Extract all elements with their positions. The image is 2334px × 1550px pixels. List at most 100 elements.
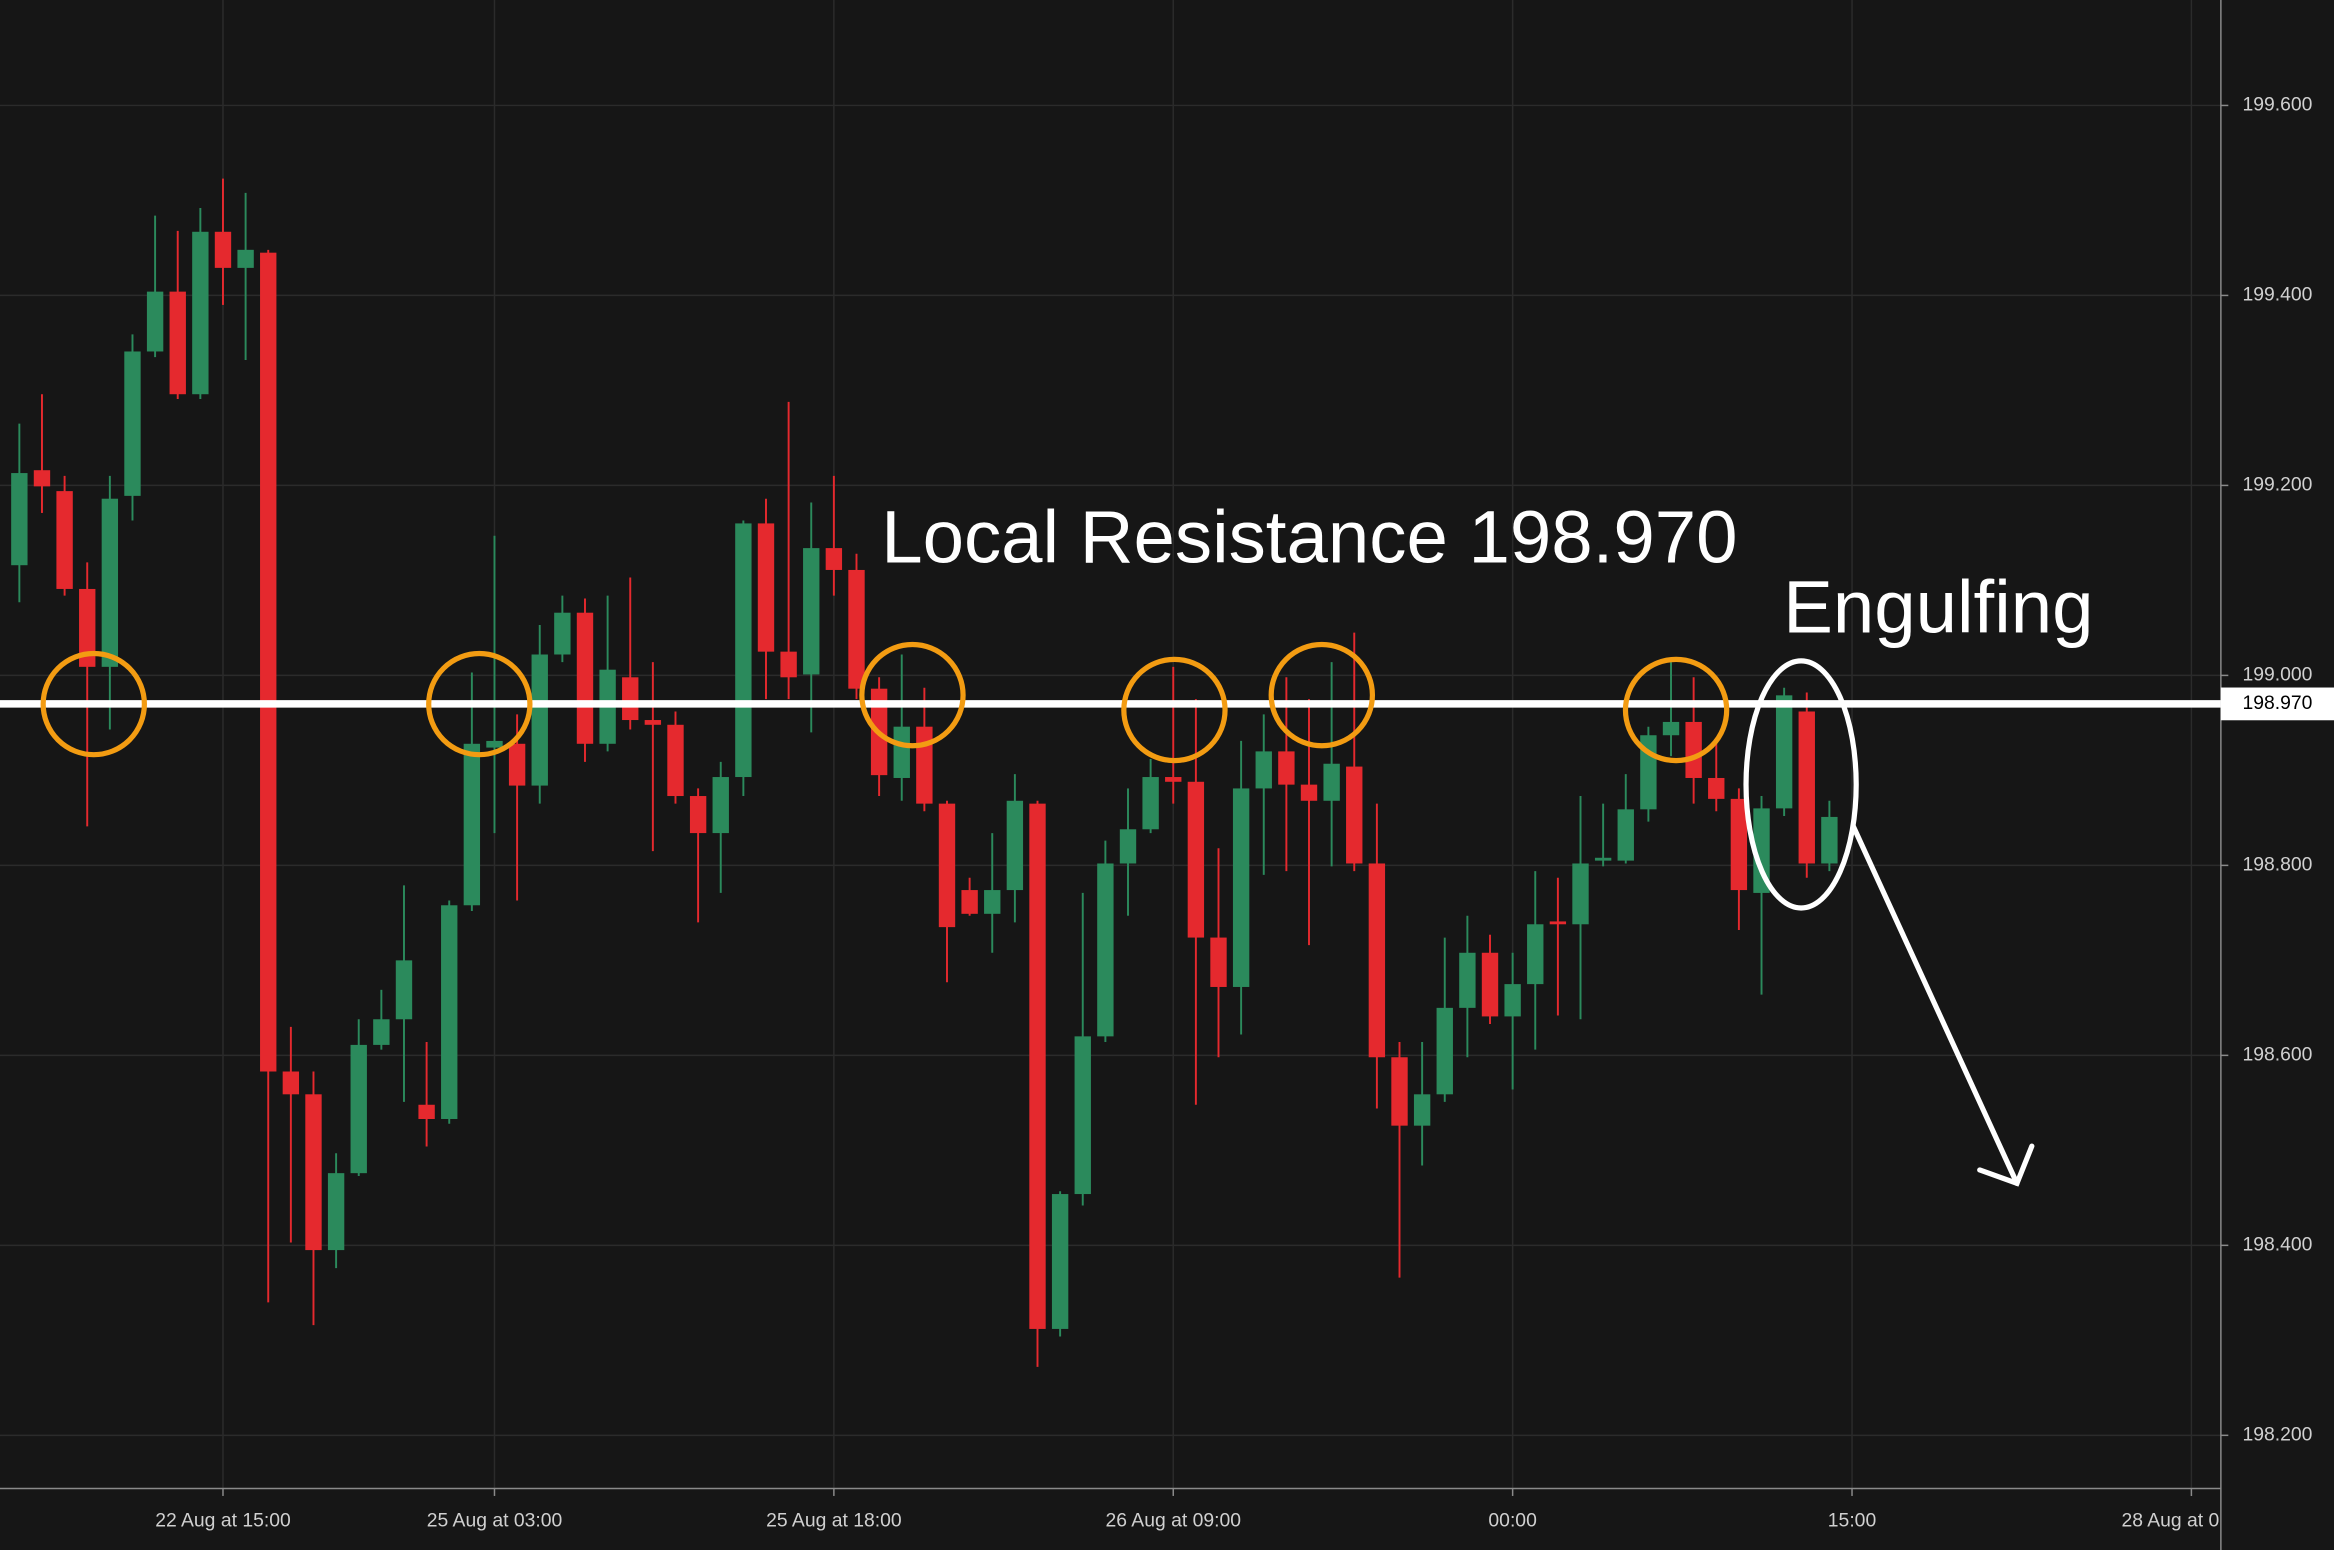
candle-body	[1798, 711, 1815, 864]
candle-body	[1051, 1194, 1069, 1329]
candle-body	[1006, 800, 1024, 891]
candle-body	[79, 588, 96, 667]
x-tick-label: 25 Aug at 18:00	[766, 1509, 902, 1531]
x-tick-label: 25 Aug at 03:00	[427, 1509, 563, 1531]
candle-body	[622, 677, 639, 721]
y-tick-label: 198.400	[2242, 1233, 2312, 1255]
candle-body	[1527, 924, 1544, 985]
annotations: Local Resistance 198.970 Engulfing	[40, 496, 2094, 1187]
candle-body	[1436, 1007, 1453, 1095]
x-tick-label: 15:00	[1828, 1509, 1876, 1531]
touch-circle	[40, 650, 147, 758]
candle-body	[1187, 781, 1205, 938]
touch-circle	[1622, 656, 1730, 764]
candle-body	[1413, 1094, 1431, 1126]
y-tick-label: 199.000	[2242, 664, 2312, 686]
candle-body	[1459, 952, 1476, 1008]
engulfing-ellipse	[1743, 658, 1859, 911]
candle-body	[531, 654, 548, 786]
candle-body	[780, 651, 797, 678]
engulfing-annotation: Engulfing	[1783, 566, 2093, 649]
candle-body	[984, 890, 1001, 914]
candle-body	[56, 491, 73, 589]
candle-body	[1346, 766, 1363, 864]
candle-body	[1662, 721, 1680, 736]
y-tick-label: 198.800	[2242, 853, 2312, 875]
candle-body	[1255, 751, 1272, 789]
y-tick-label: 198.600	[2242, 1043, 2312, 1065]
candle-body	[1323, 763, 1340, 801]
candle-body	[1617, 809, 1634, 861]
x-tick-label: 26 Aug at 09:00	[1105, 1509, 1241, 1531]
candle-body	[1074, 1036, 1091, 1195]
candle-body	[1300, 784, 1318, 801]
candle-body	[1029, 803, 1046, 1329]
candle-body	[1685, 721, 1702, 778]
candle-body	[11, 473, 28, 566]
candle-body	[689, 796, 707, 834]
candle-body	[486, 740, 503, 748]
y-axis-labels: 198.200 198.400 198.600 198.800 199.000 199.2…	[2220, 94, 2312, 1445]
touch-circle	[1268, 641, 1376, 749]
candle-body	[373, 1019, 390, 1045]
y-tick-label: 199.600	[2242, 94, 2312, 116]
candle-body	[1165, 777, 1182, 782]
candle-body	[1368, 863, 1386, 1058]
candle-body	[463, 743, 481, 906]
candle-body	[1549, 921, 1567, 925]
candle-body	[350, 1044, 367, 1174]
touch-circle	[1121, 656, 1228, 764]
candle-body	[146, 291, 164, 352]
candle-body	[757, 523, 775, 652]
candle-body	[893, 726, 910, 778]
arrow-head	[1977, 1143, 2035, 1187]
candle-body	[169, 291, 186, 395]
candle-body	[441, 905, 458, 1120]
candle-body	[848, 569, 865, 689]
candle-body	[282, 1071, 300, 1095]
candle-body	[1572, 863, 1589, 925]
candle-body	[1730, 798, 1748, 891]
candle-body	[825, 548, 843, 570]
candle-body	[1481, 952, 1499, 1017]
candle-body	[327, 1173, 345, 1251]
candle-body	[101, 498, 119, 667]
resistance-annotation: Local Resistance 198.970	[881, 496, 1737, 579]
candle-body	[576, 612, 594, 744]
resistance-label-box	[2220, 687, 2334, 721]
y-tick-label: 199.200	[2242, 474, 2312, 496]
candle-body	[1708, 777, 1725, 799]
candle-body	[237, 249, 254, 268]
candle-body	[1142, 777, 1159, 830]
resistance-level: 198.970	[0, 687, 2334, 721]
x-tick-label: 22 Aug at 15:00	[155, 1509, 291, 1531]
candle-body	[1232, 788, 1250, 987]
candle-body	[305, 1094, 322, 1251]
y-tick-label: 199.400	[2242, 284, 2312, 306]
candle-body	[916, 726, 933, 804]
y-tick-label: 198.200	[2242, 1423, 2312, 1445]
arrow-shaft	[1850, 823, 2020, 1186]
x-axis-labels: 22 Aug at 15:00 25 Aug at 03:00 25 Aug at …	[155, 1488, 2219, 1531]
touch-circle	[859, 641, 966, 749]
candle-body	[192, 231, 209, 395]
resistance-label: 198.970	[2242, 692, 2312, 714]
candle-body	[124, 351, 141, 496]
candle-body	[735, 523, 752, 778]
candle-body	[712, 777, 729, 834]
touch-circles	[40, 641, 1730, 764]
candle-body	[1097, 863, 1114, 1037]
candles	[11, 178, 1838, 1367]
candle-body	[508, 743, 526, 786]
candle-body	[1119, 829, 1137, 864]
candle-body	[418, 1104, 435, 1120]
candle-body	[1594, 857, 1612, 861]
candle-body	[1504, 984, 1521, 1017]
candle-body	[395, 960, 413, 1020]
candle-body	[1278, 751, 1295, 785]
candle-body	[1753, 808, 1770, 893]
candle-body	[1775, 695, 1793, 809]
candle-body	[961, 890, 978, 914]
candle-body	[214, 231, 232, 268]
